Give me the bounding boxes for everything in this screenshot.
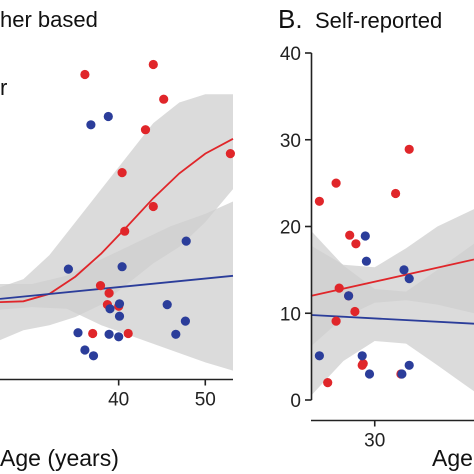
panel-a-point-blue bbox=[105, 304, 115, 314]
panel-a-point-red bbox=[117, 168, 127, 178]
panel-b-point-blue bbox=[357, 351, 367, 361]
panel-b-point-blue bbox=[360, 231, 370, 241]
panel-b: B. Self-reported 0 10 20 30 40 30 Age bbox=[278, 4, 474, 471]
panel-a-point-red bbox=[123, 328, 133, 339]
panel-a-point-blue bbox=[80, 345, 90, 355]
panel-a-point-blue bbox=[181, 236, 191, 246]
panel-a-point-red bbox=[140, 125, 151, 135]
panel-a-point-blue bbox=[103, 111, 113, 122]
panel-a-point-blue bbox=[180, 316, 190, 326]
panel-b-y-tick-label: 30 bbox=[280, 131, 301, 152]
panel-a-point-blue bbox=[117, 262, 127, 272]
panel-a-x-ticks: 40 50 bbox=[108, 379, 216, 411]
panel-a-point-blue bbox=[114, 311, 125, 321]
panel-a-point-red bbox=[159, 94, 169, 104]
panel-b-point-red bbox=[350, 306, 360, 317]
panel-a-point-red bbox=[95, 281, 106, 291]
panel-b-fit-blue bbox=[310, 314, 474, 325]
panel-a: her based r 40 50 Age (years) bbox=[0, 7, 235, 471]
panel-b-x-axis: 30 bbox=[311, 419, 474, 452]
panel-b-y-axis: 0 10 20 30 40 bbox=[280, 44, 313, 412]
panel-b-y-tick-label: 20 bbox=[280, 218, 301, 239]
panel-b-point-blue bbox=[361, 256, 371, 266]
panel-b-point-red bbox=[357, 360, 367, 370]
panel-a-point-blue bbox=[114, 332, 124, 342]
panel-b-y-tick-label: 40 bbox=[280, 44, 301, 65]
panel-a-point-red bbox=[120, 226, 130, 236]
panel-a-fit-blue bbox=[0, 274, 234, 300]
panel-b-letter: B. bbox=[278, 4, 303, 34]
panel-b-x-tick-label: 30 bbox=[364, 431, 385, 452]
panel-b-point-red bbox=[391, 188, 401, 199]
panel-a-points bbox=[63, 59, 235, 361]
panel-a-point-blue bbox=[86, 120, 96, 130]
panel-a-point-blue bbox=[104, 329, 114, 339]
panel-b-points bbox=[314, 144, 414, 388]
panel-a-title: her based bbox=[0, 7, 98, 32]
panel-a-point-blue bbox=[63, 264, 73, 274]
panel-a-fit-red bbox=[0, 138, 234, 303]
panel-a-point-red bbox=[148, 59, 158, 70]
panel-b-point-red bbox=[323, 378, 333, 388]
panel-b-y-tick-label: 10 bbox=[280, 304, 301, 325]
panel-b-point-blue bbox=[397, 369, 407, 379]
panel-a-point-blue bbox=[114, 299, 125, 309]
panel-b-x-ticks: 30 bbox=[364, 420, 385, 452]
panel-a-x-label: Age (years) bbox=[0, 445, 119, 471]
panel-b-point-blue bbox=[404, 274, 414, 284]
panel-a-point-blue bbox=[88, 351, 99, 361]
panel-b-band-blue bbox=[311, 230, 474, 396]
panel-b-y-ticks: 0 10 20 30 40 bbox=[280, 44, 312, 412]
panel-a-point-blue bbox=[171, 329, 181, 339]
panel-b-point-blue bbox=[399, 265, 409, 275]
panel-a-point-red bbox=[80, 69, 90, 80]
panel-b-point-red bbox=[404, 144, 414, 154]
panel-b-point-blue bbox=[404, 360, 414, 370]
panel-a-point-blue bbox=[73, 328, 83, 338]
panel-b-title: Self-reported bbox=[315, 8, 442, 33]
panel-a-band-blue bbox=[0, 201, 233, 371]
panel-b-point-blue bbox=[364, 369, 375, 379]
panel-b-point-blue bbox=[314, 351, 324, 361]
panel-b-y-tick-label: 0 bbox=[290, 391, 301, 412]
panel-b-point-red bbox=[314, 196, 324, 206]
panel-b-point-blue bbox=[344, 291, 354, 301]
panel-b-confidence-bands bbox=[311, 209, 474, 396]
panel-a-point-red bbox=[225, 149, 235, 159]
panel-a-point-red bbox=[148, 201, 158, 212]
panel-a-fit-lines bbox=[0, 138, 234, 303]
panel-b-x-label: Age bbox=[432, 445, 473, 471]
panel-b-point-red bbox=[331, 178, 341, 188]
panel-a-point-red bbox=[104, 288, 114, 298]
panel-a-x-axis: 40 50 bbox=[0, 378, 233, 411]
panel-a-point-blue bbox=[162, 300, 172, 310]
panel-b-point-red bbox=[334, 283, 344, 293]
panel-a-point-red bbox=[88, 328, 98, 339]
panel-a-x-tick-label: 40 bbox=[108, 390, 129, 411]
panel-a-legend-fragment: r bbox=[0, 75, 7, 100]
panel-a-x-tick-label: 50 bbox=[195, 390, 216, 411]
panel-b-point-red bbox=[345, 230, 355, 240]
panel-a-confidence-bands bbox=[0, 94, 233, 371]
panel-b-point-red bbox=[351, 239, 361, 249]
panel-b-point-red bbox=[331, 316, 341, 326]
